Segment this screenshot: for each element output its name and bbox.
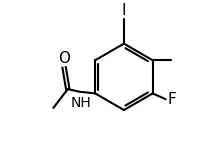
Text: NH: NH [71, 96, 92, 110]
Text: O: O [58, 51, 70, 66]
Text: F: F [167, 92, 176, 107]
Text: I: I [122, 3, 126, 18]
